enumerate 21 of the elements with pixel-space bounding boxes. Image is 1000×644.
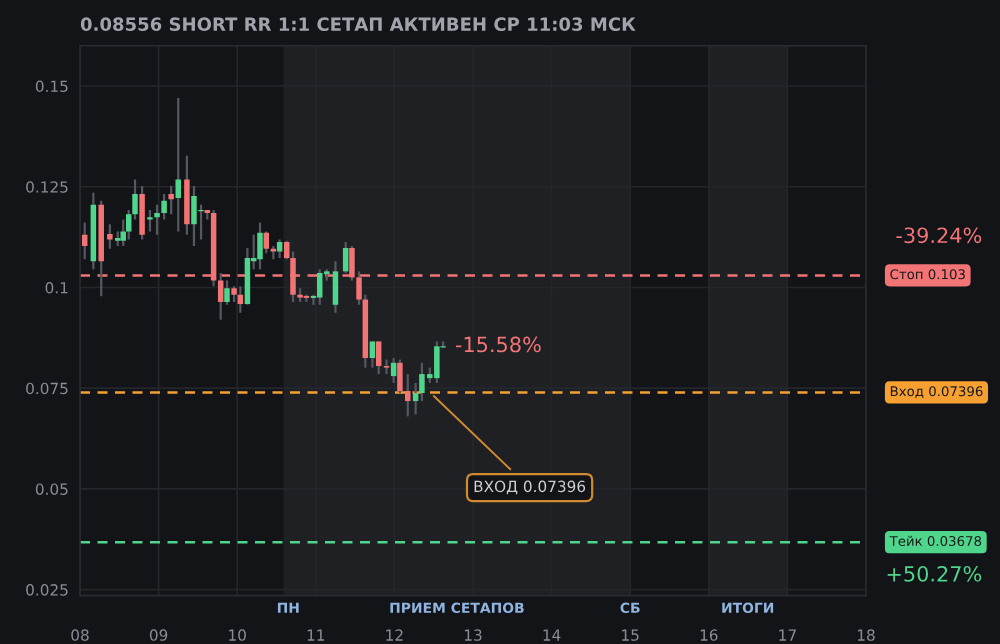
candlestick <box>120 218 126 248</box>
candlestick <box>434 340 440 385</box>
chart-title: 0.08556 SHORT RR 1:1 СЕТАП АКТИВЕН СР 11:03 МСК <box>80 17 636 31</box>
text: -39.24% <box>896 227 982 244</box>
candlestick <box>224 279 230 306</box>
annotation: -15.58% <box>455 336 541 353</box>
candlestick <box>191 184 197 248</box>
candlestick <box>263 230 270 255</box>
candlestick <box>257 221 263 271</box>
candlestick <box>369 340 376 369</box>
candlestick <box>316 268 323 306</box>
candlestick <box>332 260 339 314</box>
candlestick <box>175 96 181 233</box>
candlestick <box>375 340 382 376</box>
candlestick <box>139 184 145 241</box>
candlestick <box>397 358 403 395</box>
candlestick <box>147 209 153 233</box>
candlestick <box>276 238 283 260</box>
candlestick <box>383 358 390 376</box>
candlestick <box>405 372 411 418</box>
text: +50.27% <box>887 565 982 582</box>
